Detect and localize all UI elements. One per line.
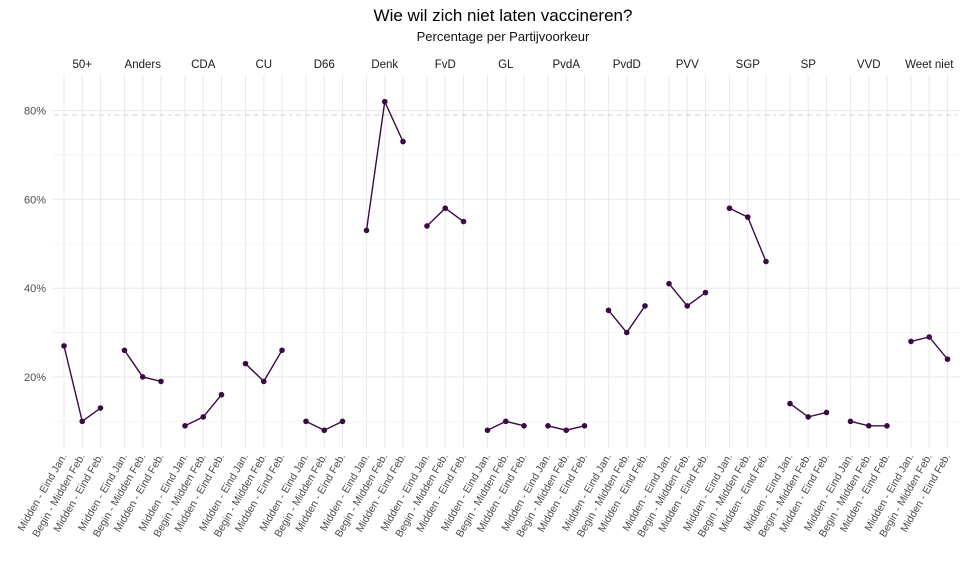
data-point: [363, 227, 370, 234]
data-point: [623, 329, 630, 336]
panel-label: PvdD: [613, 59, 641, 71]
panel-label: PVV: [676, 59, 699, 71]
data-point: [61, 343, 67, 349]
data-point: [303, 418, 309, 425]
data-point: [139, 374, 146, 380]
data-point: [460, 218, 467, 225]
data-point: [563, 427, 570, 434]
data-point: [605, 307, 612, 314]
y-tick-label: 80%: [24, 106, 46, 118]
y-tick-label: 20%: [24, 372, 46, 384]
data-point: [200, 414, 207, 420]
data-point: [847, 418, 854, 425]
panel-label: VVD: [857, 59, 881, 71]
data-point: [158, 378, 164, 385]
data-point: [926, 334, 933, 340]
panel-label: 50+: [72, 59, 92, 71]
data-point: [823, 409, 830, 416]
panel-50-: 50+Midden - Eind Jan.Begin - Midden Feb.…: [15, 59, 113, 539]
data-point: [666, 280, 672, 287]
data-point: [702, 289, 709, 296]
data-point: [744, 214, 751, 220]
data-point: [502, 418, 509, 425]
panel-label: SGP: [736, 59, 761, 71]
y-tick-label: 60%: [24, 194, 46, 206]
data-point: [339, 418, 346, 425]
data-point: [442, 205, 449, 212]
panel-label: Weet niet: [905, 59, 954, 71]
data-point: [279, 347, 285, 354]
data-point: [484, 427, 491, 434]
data-point: [242, 360, 249, 367]
panel-label: Denk: [371, 59, 398, 71]
panel-label: D66: [314, 59, 335, 71]
data-point: [218, 391, 225, 398]
data-point: [726, 205, 733, 212]
data-point: [182, 422, 188, 429]
data-point: [884, 422, 890, 429]
data-point: [865, 422, 872, 429]
panel-label: Anders: [125, 59, 162, 71]
data-point: [908, 338, 914, 345]
panel-label: SP: [801, 59, 817, 71]
data-point: [260, 378, 267, 385]
data-point: [642, 303, 648, 309]
panel-label: CDA: [191, 59, 216, 71]
data-point: [424, 223, 430, 229]
panel-label: CU: [255, 59, 272, 71]
data-point: [400, 138, 406, 145]
data-point: [805, 414, 812, 420]
panel-label: PvdA: [553, 59, 581, 71]
y-axis: 20% 40% 60% 80%: [24, 106, 46, 384]
data-point: [763, 258, 769, 265]
data-point: [944, 356, 951, 362]
data-point: [521, 422, 527, 429]
data-point: [545, 422, 551, 429]
data-point: [381, 98, 388, 105]
panel-label: GL: [498, 59, 514, 71]
data-point: [121, 347, 128, 354]
chart-title: Wie wil zich niet laten vaccineren?: [374, 6, 633, 25]
data-point: [321, 427, 328, 434]
y-tick-label: 40%: [24, 283, 46, 295]
panels: 50+Midden - Eind Jan.Begin - Midden Feb.…: [15, 59, 960, 539]
chart-subtitle: Percentage per Partijvoorkeur: [417, 29, 590, 44]
data-point: [97, 405, 104, 411]
data-point: [581, 422, 588, 429]
data-point: [79, 418, 86, 425]
data-point: [787, 400, 793, 407]
panel-label: FvD: [435, 59, 456, 71]
data-point: [684, 303, 691, 309]
